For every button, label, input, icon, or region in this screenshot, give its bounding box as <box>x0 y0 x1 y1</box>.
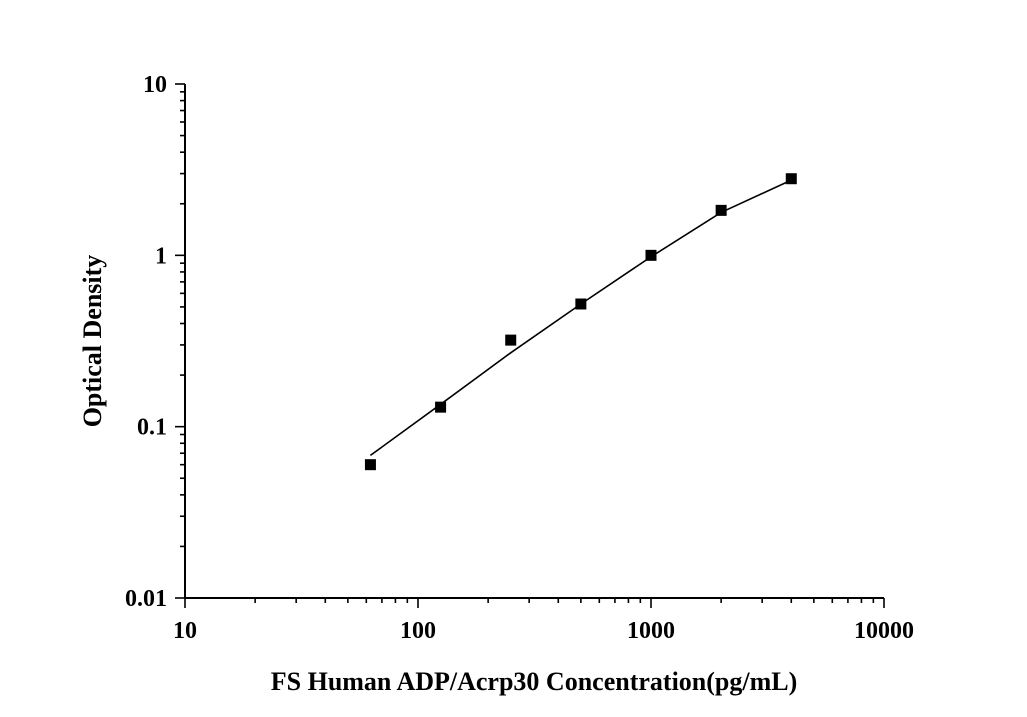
tick-labels: 10 100 1000 10000 0.01 0.1 1 10 <box>125 72 914 644</box>
ticks <box>175 83 885 608</box>
data-point <box>505 334 517 346</box>
y-tick-label: 10 <box>143 72 167 98</box>
data-point <box>435 401 447 413</box>
data-point <box>715 204 727 216</box>
x-tick-label: 100 <box>400 618 436 644</box>
y-tick-label: 0.1 <box>137 415 167 441</box>
fit-curve-line <box>369 179 792 457</box>
y-axis-title: Optical Density <box>78 255 107 428</box>
x-axis-title: FS Human ADP/Acrp30 Concentration(pg/mL) <box>271 667 798 696</box>
data-point <box>645 249 657 261</box>
axes <box>184 84 884 599</box>
x-tick-label: 10000 <box>854 618 914 644</box>
fit-curve-group <box>369 179 792 457</box>
data-point <box>575 298 587 310</box>
data-point <box>364 459 376 471</box>
x-tick-label: 1000 <box>627 618 675 644</box>
y-tick-label: 0.01 <box>125 586 167 612</box>
x-tick-label: 10 <box>173 618 197 644</box>
y-tick-label: 1 <box>155 243 167 269</box>
data-point <box>785 173 797 185</box>
data-points <box>364 173 797 471</box>
